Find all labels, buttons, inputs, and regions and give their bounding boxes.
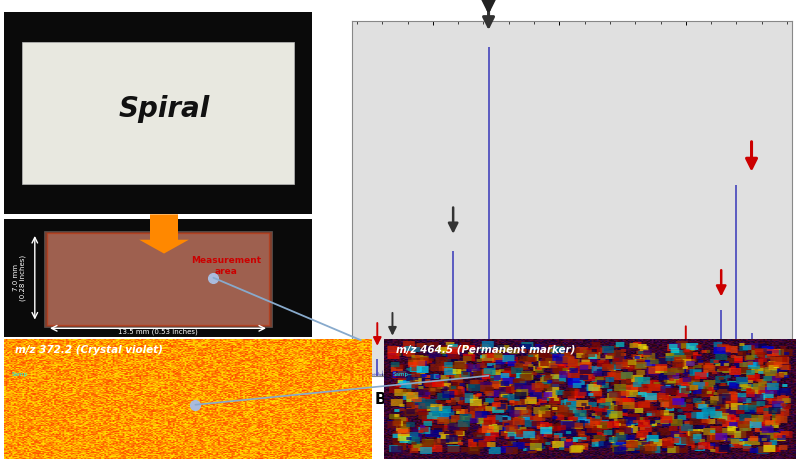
Text: 13.5 mm (0.53 inches): 13.5 mm (0.53 inches): [118, 329, 198, 335]
FancyBboxPatch shape: [44, 231, 272, 327]
Text: Spiral: Spiral: [118, 95, 210, 123]
Text: Samp: Samp: [11, 372, 27, 378]
Text: Measurement
area: Measurement area: [190, 256, 261, 276]
FancyBboxPatch shape: [22, 42, 294, 184]
Text: m/z 464.5 (Permanent marker): m/z 464.5 (Permanent marker): [396, 345, 576, 355]
Text: Ballpoint pen: Ballpoint pen: [375, 392, 490, 407]
Text: Samp: Samp: [392, 372, 408, 378]
FancyBboxPatch shape: [47, 233, 269, 325]
Text: 7.0 mm
(0.28 inches): 7.0 mm (0.28 inches): [13, 254, 26, 301]
Text: m/z 372.2 (Crystal violet): m/z 372.2 (Crystal violet): [15, 345, 163, 355]
Text: Permanent marker: Permanent marker: [595, 392, 756, 407]
